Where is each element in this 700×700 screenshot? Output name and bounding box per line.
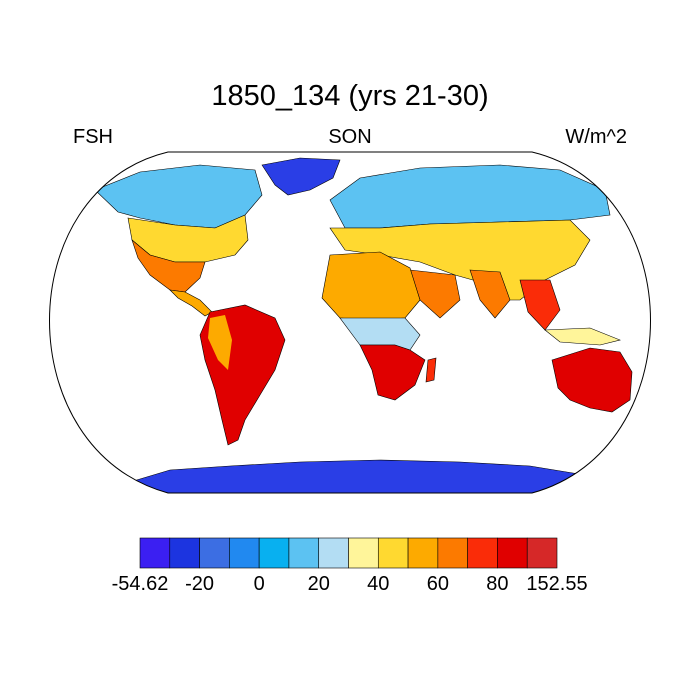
colorbar-tick-label: -54.62 — [111, 573, 169, 595]
colorbar-swatch — [407, 537, 439, 569]
madagascar — [425, 357, 437, 383]
map-outline — [49, 151, 651, 494]
colorbar-swatch — [467, 537, 498, 569]
south-asia — [469, 269, 511, 319]
colorbar-swatch — [526, 537, 558, 569]
season-label: SON — [328, 126, 372, 148]
colorbar-tick-label: 80 — [486, 573, 509, 595]
new-zealand — [631, 401, 651, 425]
antarctica — [119, 459, 611, 493]
colorbar-swatch — [139, 537, 171, 569]
variable-label: FSH — [73, 126, 113, 148]
south-america-andes — [208, 315, 232, 370]
colorbar-swatch — [229, 537, 260, 569]
colorbar-swatch — [258, 537, 290, 569]
southeast-asia — [519, 279, 561, 331]
colorbar-tick-label: 0 — [253, 573, 265, 595]
colorbar-tick-label: 152.55 — [526, 573, 588, 595]
units-label: W/m^2 — [565, 126, 627, 148]
colorbar-swatch — [437, 537, 468, 569]
colorbar-swatch — [288, 537, 320, 569]
north-america-south — [131, 239, 206, 293]
indonesia — [544, 327, 621, 346]
central-america — [169, 289, 213, 317]
eurasia-north — [329, 164, 611, 229]
colorbar-tick-label: 40 — [367, 573, 390, 595]
australia — [551, 347, 633, 413]
colorbar-tick-label: 20 — [307, 573, 330, 595]
africa-north — [321, 251, 421, 321]
colorbar — [139, 537, 558, 569]
africa-south — [359, 344, 426, 401]
map-title: 1850_134 (yrs 21-30) — [211, 80, 489, 112]
colorbar-tick-label: 60 — [426, 573, 449, 595]
colorbar-tick-label: -20 — [185, 573, 215, 595]
colorbar-swatch — [377, 537, 409, 569]
greenland — [261, 157, 341, 196]
colorbar-swatch — [318, 537, 349, 569]
colorbar-swatch — [169, 537, 200, 569]
colorbar-swatch — [199, 537, 230, 569]
colorbar-swatch — [497, 537, 528, 569]
colorbar-swatch — [348, 537, 379, 569]
